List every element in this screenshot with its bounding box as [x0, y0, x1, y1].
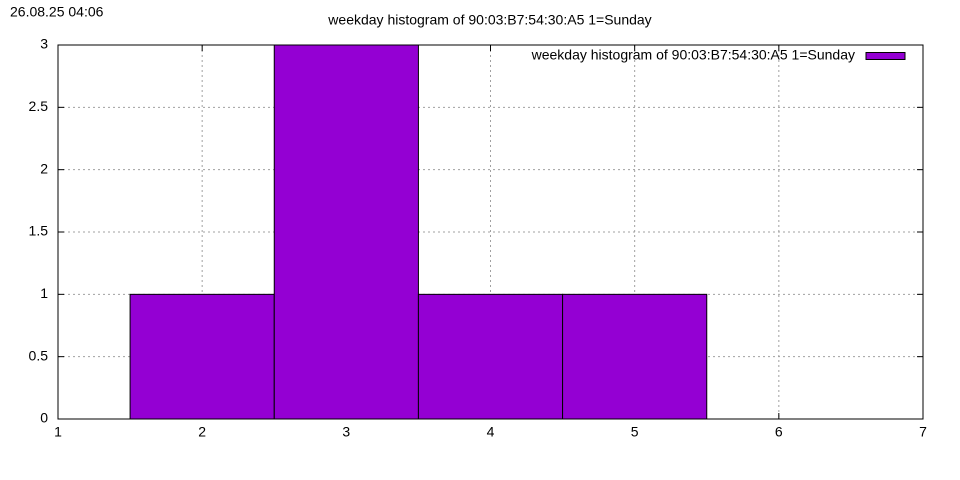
- plot-frame: [57, 44, 924, 420]
- bar: [562, 293, 708, 420]
- bar: [417, 293, 564, 420]
- x-tick-label: 3: [342, 424, 350, 440]
- y-tick-label: 2.5: [29, 98, 49, 114]
- x-tick-label: 6: [775, 424, 783, 440]
- x-tick-label: 7: [919, 424, 927, 440]
- legend-label: weekday histogram of 90:03:B7:54:30:A5 1…: [531, 47, 855, 63]
- x-tick-label: 2: [198, 424, 206, 440]
- y-tick-label: 2: [40, 160, 48, 176]
- y-tick-label: 3: [40, 36, 48, 52]
- chart-title: weekday histogram of 90:03:B7:54:30:A5 1…: [327, 12, 651, 28]
- bar: [129, 293, 275, 420]
- y-tick-label: 1: [40, 285, 48, 301]
- x-tick-label: 4: [487, 424, 495, 440]
- x-tick-label: 1: [54, 424, 62, 440]
- bar: [273, 44, 419, 420]
- y-tick-label: 0.5: [29, 347, 49, 363]
- legend-swatch: [865, 52, 906, 60]
- y-tick-label: 1.5: [29, 223, 49, 239]
- x-tick-label: 5: [631, 424, 639, 440]
- y-tick-label: 0: [40, 410, 48, 426]
- timestamp: 26.08.25 04:06: [10, 4, 104, 20]
